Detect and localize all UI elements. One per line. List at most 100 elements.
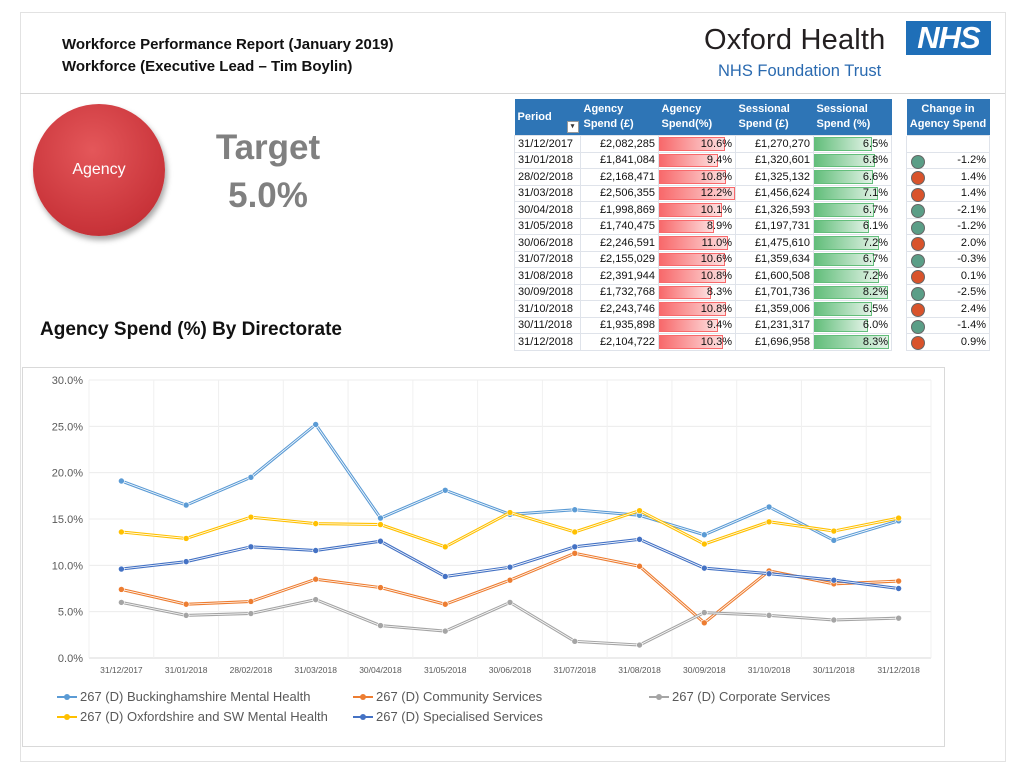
row-spacer <box>891 218 907 235</box>
data-point <box>571 543 579 551</box>
sessional-pct-cell: 7.2% <box>813 234 892 252</box>
data-point <box>441 486 449 494</box>
agency-pct-cell-value: 10.6% <box>700 137 732 150</box>
data-point <box>182 558 190 565</box>
sessional-pct-databar <box>814 219 869 233</box>
filter-sort-icon[interactable]: ▾ <box>566 121 579 133</box>
header-text: Spend(%) <box>661 118 713 130</box>
sessional-pct-databar <box>814 186 878 200</box>
sessional-spend-cell-value: £1,359,006 <box>754 302 810 315</box>
period-cell-value: 31/01/2018 <box>518 154 574 167</box>
data-point <box>182 501 190 509</box>
sessional-pct-cell: 6.6% <box>813 168 892 186</box>
change-cell: -0.3% <box>906 250 990 268</box>
table-row: 31/01/2018 £1,841,084 9.4% £1,320,601 6.8% -1… <box>514 151 990 169</box>
agency-pct-cell-value: 10.6% <box>700 253 732 266</box>
column-header: Change in Agency Spend <box>906 99 990 136</box>
status-indicator-icon <box>911 270 925 284</box>
sessional-pct-cell: 8.3% <box>813 333 892 351</box>
agency-pct-cell-value: 9.4% <box>706 154 732 167</box>
sessional-pct-cell: 6.7% <box>813 250 892 268</box>
x-tick-label: 31/12/2017 <box>100 665 143 675</box>
change-cell-value: -2.1% <box>957 203 986 216</box>
data-point <box>765 570 773 577</box>
table-row: 28/02/2018 £2,168,471 10.8% £1,325,132 6.6% 1… <box>514 168 990 186</box>
legend-marker-icon <box>57 712 77 722</box>
change-cell: 1.4% <box>906 184 990 202</box>
agency-pct-databar <box>659 285 711 299</box>
logo-name: Oxford Health <box>704 24 886 56</box>
sessional-pct-databar <box>814 137 873 151</box>
header-text: Spend (£) <box>738 118 789 130</box>
sessional-pct-cell-value: 6.5% <box>862 302 888 315</box>
agency-pct-cell-value: 8.9% <box>706 220 732 233</box>
change-cell-value: 1.4% <box>960 187 986 200</box>
row-spacer <box>891 185 907 202</box>
series-line-highlight <box>121 599 899 646</box>
x-tick-label: 30/04/2018 <box>359 665 402 675</box>
status-indicator-icon <box>911 204 925 218</box>
agency-spend-cell-value: £2,243,746 <box>599 302 655 315</box>
sessional-spend-cell-value: £1,326,593 <box>754 203 810 216</box>
agency-spend-cell-value: £2,506,355 <box>599 187 655 200</box>
agency-pct-cell: 10.8% <box>658 168 736 186</box>
agency-spend-cell-value: £2,155,029 <box>599 253 655 266</box>
status-indicator-icon <box>911 220 925 235</box>
column-header: Sessional Spend (£) <box>735 99 814 136</box>
data-point <box>118 565 125 573</box>
sessional-pct-cell: 8.2% <box>813 283 892 301</box>
data-point <box>701 564 708 572</box>
sessional-spend-cell-value: £1,270,270 <box>754 137 810 150</box>
legend-item: 267 (D) Community Services <box>353 689 542 704</box>
legend-label: 267 (D) Corporate Services <box>672 689 831 704</box>
table-row: 30/11/2018 £1,935,898 9.4% £1,231,317 6.0% -1… <box>514 316 990 334</box>
row-spacer <box>891 317 907 334</box>
header-text: Spend (%) <box>816 118 871 130</box>
sessional-spend-cell: £1,326,593 <box>735 201 814 219</box>
line-chart: 0.0% 5.0% 10.0% 15.0% 20.0% 25.0% 30.0% 31/12/2… <box>52 375 932 675</box>
sessional-pct-databar <box>814 153 876 167</box>
data-point <box>441 573 449 580</box>
y-tick-label: 10.0% <box>52 560 83 572</box>
agency-spend-cell-value: £2,391,944 <box>599 269 655 282</box>
sessional-pct-cell: 6.7% <box>813 201 892 219</box>
target-label: Target <box>215 128 321 167</box>
title-line-2: Workforce (Executive Lead – Tim Boylin) <box>62 58 353 75</box>
sessional-spend-cell-value: £1,325,132 <box>754 170 810 183</box>
legend-marker-icon <box>649 692 669 702</box>
agency-spend-cell: £2,506,355 <box>580 184 659 202</box>
agency-pct-cell-value: 10.8% <box>700 170 732 183</box>
legend-item: 267 (D) Specialised Services <box>353 709 543 724</box>
sessional-spend-cell: £1,475,610 <box>735 234 814 252</box>
sessional-pct-cell: 6.5% <box>813 135 892 153</box>
period-cell-value: 30/06/2018 <box>518 236 574 249</box>
header-divider <box>20 93 1005 94</box>
x-tick-label: 31/05/2018 <box>424 665 467 675</box>
header-text: Agency <box>583 103 624 115</box>
series-line <box>121 551 899 625</box>
report-title: Workforce Performance Report (January 20… <box>62 34 394 78</box>
row-spacer <box>891 284 907 301</box>
data-point <box>118 528 125 536</box>
period-cell-value: 31/07/2018 <box>518 253 574 266</box>
sessional-spend-cell: £1,701,736 <box>735 283 814 301</box>
data-point <box>441 627 449 635</box>
sessional-spend-cell: £1,456,624 <box>735 184 814 202</box>
table-row: 31/12/2017 £2,082,285 10.6% £1,270,270 6.5% <box>514 135 990 153</box>
change-cell: 1.4% <box>906 168 990 186</box>
period-cell: 31/05/2018 <box>514 217 581 235</box>
agency-pct-databar <box>659 269 727 283</box>
sessional-pct-cell: 6.0% <box>813 316 892 334</box>
sessional-pct-cell-value: 6.5% <box>862 137 888 150</box>
legend-marker-icon <box>353 692 373 702</box>
row-spacer <box>891 333 907 350</box>
row-spacer <box>891 251 907 268</box>
agency-spend-cell-value: £1,740,475 <box>599 220 655 233</box>
sessional-spend-cell-value: £1,320,601 <box>754 154 810 167</box>
slide-frame <box>20 12 1006 762</box>
agency-spend-cell: £1,740,475 <box>580 217 659 235</box>
sessional-spend-cell: £1,359,634 <box>735 250 814 268</box>
period-cell: 30/11/2018 <box>514 316 581 334</box>
data-point <box>118 599 125 606</box>
logo-subtitle: NHS Foundation Trust <box>718 62 882 80</box>
